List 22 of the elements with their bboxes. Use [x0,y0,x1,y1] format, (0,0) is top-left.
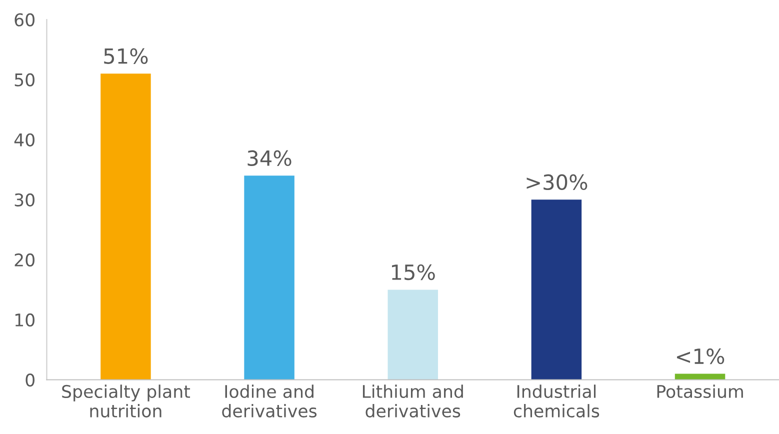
y-tick-label: 50 [14,73,34,86]
data-label: 51% [104,48,148,64]
data-label: 34% [248,150,292,166]
y-tick-label: 30 [14,193,34,206]
x-tick-label: Industrial chemicals [514,384,600,418]
data-label: 15% [392,264,435,280]
y-tick-label: 10 [15,313,34,327]
bar [388,290,438,380]
x-tick-label: Iodine and derivatives [222,384,317,418]
bar [100,74,151,380]
y-tick-label: 60 [14,13,34,26]
x-tick-label: Lithium and derivatives [362,384,463,418]
data-label: >30% [526,174,588,190]
x-tick-label: Specialty plant nutrition [62,384,190,418]
data-label: <1% [676,348,724,364]
bar [244,176,294,380]
bar [674,374,726,380]
y-tick-label: 20 [14,253,34,267]
x-tick-label: Potassium [657,384,743,398]
y-tick-label: 40 [14,133,34,146]
bar [531,200,582,380]
y-tick-label: 0 [26,373,34,387]
